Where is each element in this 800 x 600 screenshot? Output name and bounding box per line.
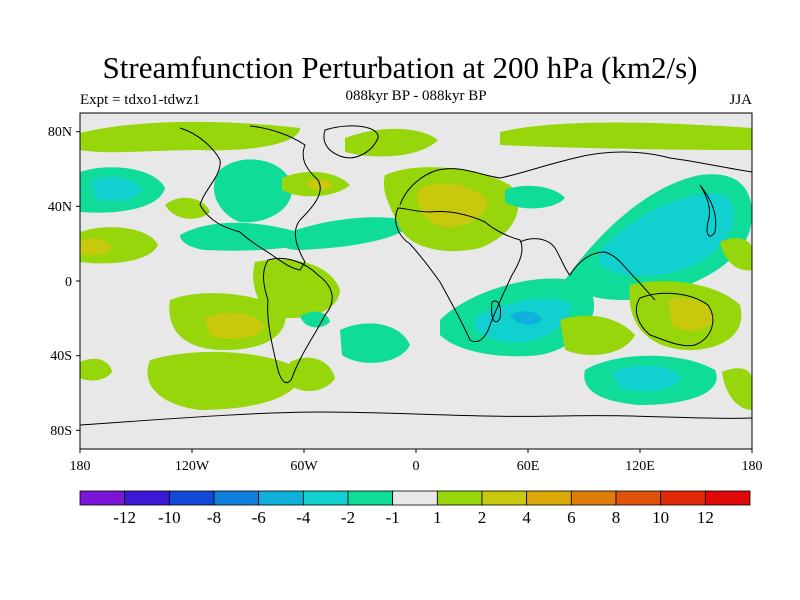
legend-swatch xyxy=(302,490,349,506)
legend-swatch xyxy=(481,490,528,506)
legend-label: -1 xyxy=(386,508,400,527)
plot-title: Streamfunction Perturbation at 200 hPa (… xyxy=(102,50,698,85)
legend-swatch xyxy=(660,490,706,506)
legend-swatch xyxy=(213,490,260,506)
legend-swatch xyxy=(258,490,304,506)
legend-label: 12 xyxy=(697,508,714,527)
lon-label-120w: 120W xyxy=(175,459,210,474)
lon-label-120e: 120E xyxy=(625,459,655,474)
longitude-axis: 180 120W 60W 0 60E 120E 180 xyxy=(70,449,763,474)
legend-swatch xyxy=(526,490,572,506)
legend-swatch xyxy=(704,490,751,506)
experiment-label: Expt = tdxo1-tdwz1 xyxy=(80,92,201,108)
legend-swatch xyxy=(124,490,170,506)
lat-label-80s: 80S xyxy=(50,424,72,439)
legend-label: -2 xyxy=(341,508,355,527)
lon-label-60w: 60W xyxy=(290,459,318,474)
legend-swatch xyxy=(347,490,394,506)
legend-label: 4 xyxy=(522,508,531,527)
legend-label: -4 xyxy=(296,508,311,527)
season-label: JJA xyxy=(729,92,752,108)
legend-label: 6 xyxy=(567,508,576,527)
lon-label-180w: 180 xyxy=(70,459,91,474)
legend-labels: -12 -10 -8 -6 -4 -2 -1 1 2 4 6 8 10 12 xyxy=(113,508,713,527)
lon-label-60e: 60E xyxy=(517,459,540,474)
lat-label-40n: 40N xyxy=(48,200,72,215)
legend-swatch xyxy=(168,490,215,506)
lat-label-80n: 80N xyxy=(48,125,72,140)
lat-label-40s: 40S xyxy=(50,349,72,364)
legend-swatch xyxy=(392,490,438,506)
legend-label: 2 xyxy=(478,508,487,527)
map-field xyxy=(80,113,752,449)
legend-swatch xyxy=(570,490,617,506)
coastlines xyxy=(80,125,752,426)
lon-label-180e: 180 xyxy=(742,459,763,474)
latitude-axis: 80N 40N 0 40S 80S xyxy=(48,125,80,439)
legend-label: 10 xyxy=(652,508,669,527)
legend-swatch xyxy=(436,490,483,506)
lat-label-0: 0 xyxy=(65,275,72,290)
color-legend xyxy=(79,490,751,506)
legend-label: -8 xyxy=(207,508,221,527)
lon-label-0: 0 xyxy=(413,459,420,474)
period-label: 088kyr BP - 088kyr BP xyxy=(345,88,487,104)
legend-label: 1 xyxy=(433,508,442,527)
legend-label: -6 xyxy=(252,508,266,527)
legend-label: 8 xyxy=(612,508,621,527)
legend-label: -10 xyxy=(158,508,181,527)
legend-swatch xyxy=(79,490,126,506)
legend-swatch xyxy=(615,490,662,506)
legend-label: -12 xyxy=(113,508,136,527)
